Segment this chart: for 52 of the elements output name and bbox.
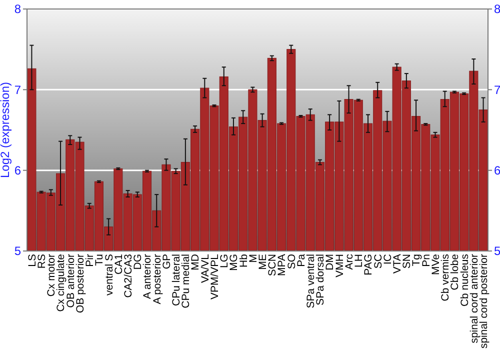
x-tick-label: CA1 xyxy=(112,254,125,274)
x-tick-label: A posterior xyxy=(151,254,164,304)
x-tick-label: M xyxy=(247,254,260,263)
x-tick-label: RS xyxy=(36,254,48,269)
x-tick-label: CA2/CA3 xyxy=(122,254,134,298)
x-tick-label: Tg xyxy=(410,254,423,266)
x-tick-label: CPu medial xyxy=(180,254,192,308)
x-tick-label: SPa dorsal xyxy=(314,254,327,306)
x-tick-label: LS xyxy=(26,254,38,267)
y-tick-label: 5 xyxy=(14,244,22,258)
x-tick-label: MVe xyxy=(430,254,442,276)
x-tick-label: SO xyxy=(286,254,298,270)
x-tick-label: SC xyxy=(372,254,384,269)
x-tick-label: GP xyxy=(160,254,173,270)
y-tick-label: 6 xyxy=(14,164,22,178)
y2-tick-label: 7 xyxy=(494,82,500,97)
x-tick-label: Cx cingulate xyxy=(55,254,68,312)
x-tick-label: MD xyxy=(190,254,202,270)
x-tick-label: Arc xyxy=(343,254,356,270)
x-tick-label: OB posterior xyxy=(74,254,86,313)
x-tick-label: ventral S xyxy=(103,254,116,296)
x-tick-label: PAG xyxy=(362,254,375,276)
y2-tick-label: 6 xyxy=(494,164,500,178)
x-tick-label: A anterior xyxy=(142,254,154,299)
x-tick-label: Cb lobe xyxy=(449,254,462,290)
x-tick-label: Hb xyxy=(238,254,250,268)
x-tick-label: VTA xyxy=(391,254,404,274)
x-tick-label: VA/VL xyxy=(199,254,212,283)
x-tick-label: VPM/VPL xyxy=(208,254,221,300)
y-tick-label: 8 xyxy=(14,2,22,16)
x-tick-label: VMH xyxy=(334,254,346,278)
x-tick-label: SCN xyxy=(266,254,279,276)
y2-tick-label: 5 xyxy=(494,244,500,258)
x-tick-label: Cb nucleus xyxy=(458,254,471,307)
x-tick-label: DG xyxy=(132,254,144,270)
x-tick-label: Pa xyxy=(295,254,308,267)
x-tick-label: DM xyxy=(324,254,336,270)
x-tick-label: MPA xyxy=(276,254,288,276)
y2-tick-label: 8 xyxy=(494,2,500,16)
x-tick-label: LG xyxy=(218,254,231,268)
x-tick-label: SN xyxy=(401,254,414,269)
x-tick-label: OB anterior xyxy=(64,254,77,308)
x-tick-label: spinal cord posterior xyxy=(478,253,490,349)
x-tick-label: IC xyxy=(382,254,394,264)
y-axis-title: Log2 (expression) xyxy=(0,82,12,178)
x-tick-label: ME xyxy=(256,254,269,270)
x-tick-label: LH xyxy=(353,254,366,268)
y-tick-label: 7 xyxy=(14,82,22,97)
x-tick-label: MG xyxy=(228,254,240,271)
x-tick-label: Tu xyxy=(94,254,106,266)
x-tick-label: Pir xyxy=(84,254,96,267)
x-tick-label: spinal cord anterior xyxy=(468,253,480,344)
